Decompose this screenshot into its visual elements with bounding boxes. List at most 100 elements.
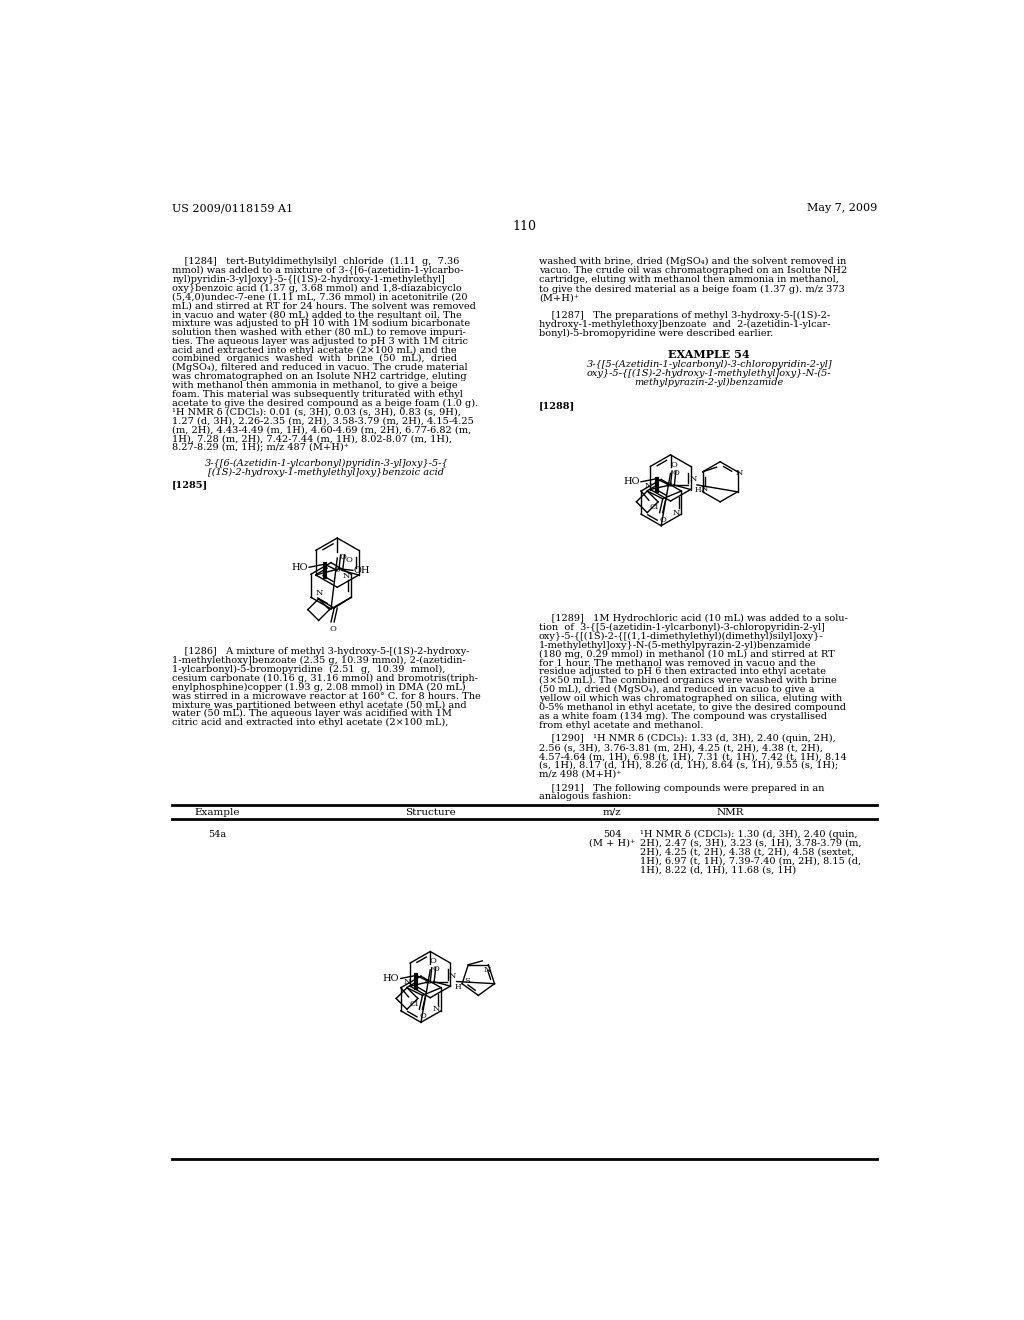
Text: OH: OH: [353, 566, 371, 574]
Text: [1290]   ¹H NMR δ (CDCl₃): 1.33 (d, 3H), 2.40 (quin, 2H),: [1290] ¹H NMR δ (CDCl₃): 1.33 (d, 3H), 2…: [539, 734, 836, 743]
Text: (5,4,0)undec-7-ene (1.11 mL, 7.36 mmol) in acetonitrile (20: (5,4,0)undec-7-ene (1.11 mL, 7.36 mmol) …: [172, 293, 468, 301]
Text: foam. This material was subsequently triturated with ethyl: foam. This material was subsequently tri…: [172, 389, 463, 399]
Text: [1286]   A mixture of methyl 3-hydroxy-5-[(1S)-2-hydroxy-: [1286] A mixture of methyl 3-hydroxy-5-[…: [172, 647, 470, 656]
Text: tion  of  3-{[5-(azetidin-1-ylcarbonyl)-3-chloropyridin-2-yl]: tion of 3-{[5-(azetidin-1-ylcarbonyl)-3-…: [539, 623, 824, 632]
Text: nyl)pyridin-3-yl]oxy}-5-{[(1S)-2-hydroxy-1-methylethyl]: nyl)pyridin-3-yl]oxy}-5-{[(1S)-2-hydroxy…: [172, 275, 445, 284]
Text: 4.57-4.64 (m, 1H), 6.98 (t, 1H), 7.31 (t, 1H), 7.42 (t, 1H), 8.14: 4.57-4.64 (m, 1H), 6.98 (t, 1H), 7.31 (t…: [539, 752, 847, 762]
Text: (M+H)⁺: (M+H)⁺: [539, 294, 579, 302]
Text: O: O: [419, 1012, 426, 1020]
Text: (180 mg, 0.29 mmol) in methanol (10 mL) and stirred at RT: (180 mg, 0.29 mmol) in methanol (10 mL) …: [539, 649, 835, 659]
Text: residue adjusted to pH 6 then extracted into ethyl acetate: residue adjusted to pH 6 then extracted …: [539, 668, 825, 676]
Text: mmol) was added to a mixture of 3-{[6-(azetidin-1-ylcarbo-: mmol) was added to a mixture of 3-{[6-(a…: [172, 265, 464, 275]
Text: HO: HO: [383, 974, 399, 983]
Text: N: N: [342, 572, 349, 579]
Text: water (50 mL). The aqueous layer was acidified with 1M: water (50 mL). The aqueous layer was aci…: [172, 709, 453, 718]
Text: 504: 504: [603, 830, 622, 838]
Text: 8.27-8.29 (m, 1H); m/z 487 (M+H)⁺: 8.27-8.29 (m, 1H); m/z 487 (M+H)⁺: [172, 444, 349, 451]
Text: as a white foam (134 mg). The compound was crystallised: as a white foam (134 mg). The compound w…: [539, 711, 826, 721]
Text: Example: Example: [195, 808, 240, 817]
Text: to give the desired material as a beige foam (1.37 g). m/z 373: to give the desired material as a beige …: [539, 285, 845, 294]
Text: was stirred in a microwave reactor at 160° C. for 8 hours. The: was stirred in a microwave reactor at 16…: [172, 692, 481, 701]
Text: ¹H NMR δ (CDCl₃): 0.01 (s, 3H), 0.03 (s, 3H), 0.83 (s, 9H),: ¹H NMR δ (CDCl₃): 0.01 (s, 3H), 0.03 (s,…: [172, 408, 461, 417]
Text: N: N: [449, 972, 457, 979]
Text: enylphosphine)copper (1.93 g, 2.08 mmol) in DMA (20 mL): enylphosphine)copper (1.93 g, 2.08 mmol)…: [172, 682, 466, 692]
Text: [1289]   1M Hydrochloric acid (10 mL) was added to a solu-: [1289] 1M Hydrochloric acid (10 mL) was …: [539, 614, 848, 623]
Text: m/z 498 (M+H)⁺: m/z 498 (M+H)⁺: [539, 770, 622, 779]
Text: from ethyl acetate and methanol.: from ethyl acetate and methanol.: [539, 721, 703, 730]
Text: mixture was partitioned between ethyl acetate (50 mL) and: mixture was partitioned between ethyl ac…: [172, 701, 467, 710]
Text: cartridge, eluting with methanol then ammonia in methanol,: cartridge, eluting with methanol then am…: [539, 276, 839, 284]
Text: 2H), 2.47 (s, 3H), 3.23 (s, 1H), 3.78-3.79 (m,: 2H), 2.47 (s, 3H), 3.23 (s, 1H), 3.78-3.…: [640, 838, 861, 847]
Text: O: O: [659, 516, 667, 524]
Text: H: H: [694, 487, 701, 495]
Text: in vacuo and water (80 mL) added to the resultant oil. The: in vacuo and water (80 mL) added to the …: [172, 310, 462, 319]
Text: HO: HO: [291, 562, 307, 572]
Text: [1285]: [1285]: [172, 480, 209, 490]
Text: O: O: [330, 626, 337, 634]
Text: 3-{[5-(Azetidin-1-ylcarbonyl)-3-chloropyridin-2-yl]: 3-{[5-(Azetidin-1-ylcarbonyl)-3-chloropy…: [587, 360, 833, 370]
Text: US 2009/0118159 A1: US 2009/0118159 A1: [172, 203, 293, 213]
Text: 110: 110: [513, 220, 537, 234]
Text: oxy}-5-{[(1S)-2-hydroxy-1-methylethyl]oxy}-N-(5-: oxy}-5-{[(1S)-2-hydroxy-1-methylethyl]ox…: [587, 370, 831, 378]
Text: 1H), 8.22 (d, 1H), 11.68 (s, 1H): 1H), 8.22 (d, 1H), 11.68 (s, 1H): [640, 866, 796, 874]
Text: (50 mL), dried (MgSO₄), and reduced in vacuo to give a: (50 mL), dried (MgSO₄), and reduced in v…: [539, 685, 814, 694]
Text: 1-methylethoxy]benzoate (2.35 g, 10.39 mmol), 2-(azetidin-: 1-methylethoxy]benzoate (2.35 g, 10.39 m…: [172, 656, 466, 665]
Text: solution then washed with ether (80 mL) to remove impuri-: solution then washed with ether (80 mL) …: [172, 327, 466, 337]
Text: (m, 2H), 4.43-4.49 (m, 1H), 4.60-4.69 (m, 2H), 6.77-6.82 (m,: (m, 2H), 4.43-4.49 (m, 1H), 4.60-4.69 (m…: [172, 425, 471, 434]
Text: O: O: [345, 556, 352, 564]
Text: 54a: 54a: [208, 830, 226, 838]
Text: combined  organics  washed  with  brine  (50  mL),  dried: combined organics washed with brine (50 …: [172, 354, 457, 363]
Text: [1287]   The preparations of methyl 3-hydroxy-5-[(1S)-2-: [1287] The preparations of methyl 3-hydr…: [539, 312, 829, 319]
Text: oxy}benzoic acid (1.37 g, 3.68 mmol) and 1,8-diazabicyclo: oxy}benzoic acid (1.37 g, 3.68 mmol) and…: [172, 284, 462, 293]
Text: ¹H NMR δ (CDCl₃): 1.30 (d, 3H), 2.40 (quin,: ¹H NMR δ (CDCl₃): 1.30 (d, 3H), 2.40 (qu…: [640, 830, 857, 840]
Text: N: N: [404, 978, 412, 986]
Text: H: H: [455, 983, 461, 991]
Text: [1291]   The following compounds were prepared in an: [1291] The following compounds were prep…: [539, 784, 824, 792]
Text: O: O: [430, 957, 437, 965]
Text: [1284]   tert-Butyldimethylsilyl  chloride  (1.11  g,  7.36: [1284] tert-Butyldimethylsilyl chloride …: [172, 257, 460, 267]
Text: Cl: Cl: [410, 1001, 419, 1008]
Text: m/z: m/z: [603, 808, 622, 817]
Text: (M + H)⁺: (M + H)⁺: [589, 838, 636, 847]
Text: methylpyrazin-2-yl)benzamide: methylpyrazin-2-yl)benzamide: [635, 378, 784, 387]
Text: May 7, 2009: May 7, 2009: [807, 203, 878, 213]
Text: O: O: [425, 978, 432, 986]
Text: acetate to give the desired compound as a beige foam (1.0 g).: acetate to give the desired compound as …: [172, 399, 478, 408]
Text: washed with brine, dried (MgSO₄) and the solvent removed in: washed with brine, dried (MgSO₄) and the…: [539, 257, 846, 267]
Text: S: S: [465, 977, 470, 985]
Text: O: O: [666, 480, 672, 488]
Text: (s, 1H), 8.17 (d, 1H), 8.26 (d, 1H), 8.64 (s, 1H), 9.55 (s, 1H);: (s, 1H), 8.17 (d, 1H), 8.26 (d, 1H), 8.6…: [539, 760, 838, 770]
Text: N: N: [644, 482, 651, 490]
Text: O: O: [432, 965, 439, 973]
Text: 1-ylcarbonyl)-5-bromopyridine  (2.51  g,  10.39  mmol),: 1-ylcarbonyl)-5-bromopyridine (2.51 g, 1…: [172, 665, 445, 675]
Text: 0-5% methanol in ethyl acetate, to give the desired compound: 0-5% methanol in ethyl acetate, to give …: [539, 702, 846, 711]
Text: was chromatographed on an Isolute NH2 cartridge, eluting: was chromatographed on an Isolute NH2 ca…: [172, 372, 467, 381]
Text: O: O: [670, 461, 677, 469]
Text: N: N: [315, 589, 324, 597]
Text: 1.27 (d, 3H), 2.26-2.35 (m, 2H), 3.58-3.79 (m, 2H), 4.15-4.25: 1.27 (d, 3H), 2.26-2.35 (m, 2H), 3.58-3.…: [172, 416, 474, 425]
Text: O: O: [340, 553, 346, 561]
Text: (3×50 mL). The combined organics were washed with brine: (3×50 mL). The combined organics were wa…: [539, 676, 837, 685]
Text: mixture was adjusted to pH 10 with 1M sodium bicarbonate: mixture was adjusted to pH 10 with 1M so…: [172, 319, 470, 327]
Text: 3-{[6-(Azetidin-1-ylcarbonyl)pyridin-3-yl]oxy}-5-{: 3-{[6-(Azetidin-1-ylcarbonyl)pyridin-3-y…: [205, 459, 449, 467]
Text: with methanol then ammonia in methanol, to give a beige: with methanol then ammonia in methanol, …: [172, 381, 458, 389]
Text: [1288]: [1288]: [539, 401, 575, 411]
Text: 2H), 4.25 (t, 2H), 4.38 (t, 2H), 4.58 (sextet,: 2H), 4.25 (t, 2H), 4.38 (t, 2H), 4.58 (s…: [640, 847, 854, 857]
Text: citric acid and extracted into ethyl acetate (2×100 mL),: citric acid and extracted into ethyl ace…: [172, 718, 449, 727]
Text: 1H), 7.28 (m, 2H), 7.42-7.44 (m, 1H), 8.02-8.07 (m, 1H),: 1H), 7.28 (m, 2H), 7.42-7.44 (m, 1H), 8.…: [172, 434, 453, 444]
Text: O: O: [673, 469, 680, 477]
Text: acid and extracted into ethyl acetate (2×100 mL) and the: acid and extracted into ethyl acetate (2…: [172, 346, 457, 355]
Text: 1-methylethyl]oxy}-N-(5-methylpyrazin-2-yl)benzamide: 1-methylethyl]oxy}-N-(5-methylpyrazin-2-…: [539, 640, 811, 649]
Text: Structure: Structure: [404, 808, 456, 817]
Text: (MgSO₄), filtered and reduced in vacuo. The crude material: (MgSO₄), filtered and reduced in vacuo. …: [172, 363, 468, 372]
Text: N: N: [673, 508, 680, 516]
Text: [(1S)-2-hydroxy-1-methylethyl]oxy}benzoic acid: [(1S)-2-hydroxy-1-methylethyl]oxy}benzoi…: [209, 467, 444, 477]
Text: HO: HO: [623, 478, 639, 486]
Text: mL) and stirred at RT for 24 hours. The solvent was removed: mL) and stirred at RT for 24 hours. The …: [172, 301, 476, 310]
Text: 2.56 (s, 3H), 3.76-3.81 (m, 2H), 4.25 (t, 2H), 4.38 (t, 2H),: 2.56 (s, 3H), 3.76-3.81 (m, 2H), 4.25 (t…: [539, 743, 822, 752]
Text: N: N: [700, 484, 708, 492]
Text: vacuo. The crude oil was chromatographed on an Isolute NH2: vacuo. The crude oil was chromatographed…: [539, 267, 847, 275]
Text: hydroxy-1-methylethoxy]benzoate  and  2-(azetidin-1-ylcar-: hydroxy-1-methylethoxy]benzoate and 2-(a…: [539, 319, 830, 329]
Text: N: N: [735, 470, 742, 478]
Text: Cl: Cl: [649, 503, 658, 511]
